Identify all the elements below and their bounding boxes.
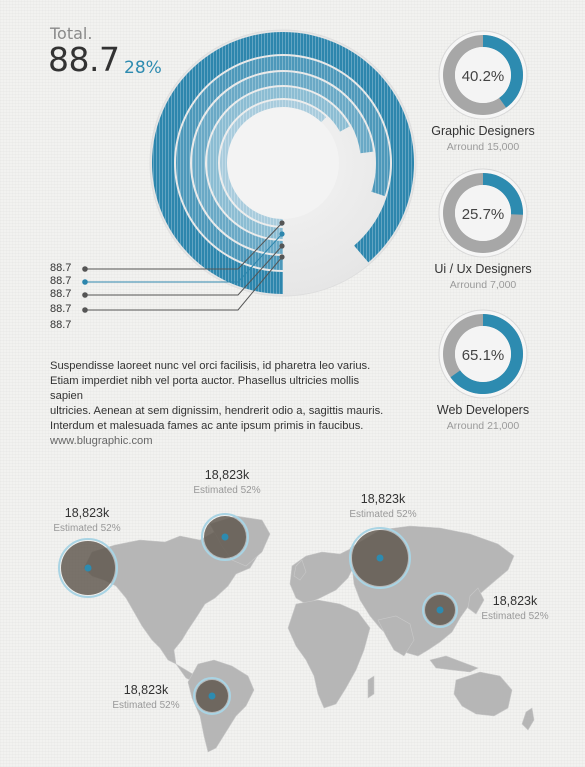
- ring-anchor-dot: [279, 220, 285, 226]
- ring-anchor-dot: [279, 243, 285, 249]
- radial-bar-label: 88.7: [50, 275, 72, 287]
- indonesia-shape: [429, 655, 479, 673]
- japan-shape: [467, 587, 485, 615]
- donut-center: [455, 47, 511, 103]
- ring-anchor-dot: [279, 231, 285, 237]
- map-marker-dot: [376, 554, 384, 562]
- radial-bar-label: 88.7: [50, 288, 72, 300]
- total-label: Total.: [50, 24, 93, 43]
- australia-shape: [453, 671, 513, 717]
- total-value: 88.7: [48, 40, 120, 79]
- map-marker-value: 18,823k: [64, 506, 110, 520]
- donut-title: Web Developers: [436, 403, 530, 417]
- leader-line: [84, 245, 283, 296]
- new-zealand-shape: [521, 707, 535, 731]
- donut-subtitle: Arround 15,000: [446, 141, 520, 153]
- uk-shape: [293, 559, 307, 581]
- north-america-shape: [83, 527, 259, 665]
- donut-subtitle: Arround 21,000: [446, 420, 520, 432]
- donut-percent-label: 40.2%: [462, 68, 505, 85]
- map-marker-subtitle: Estimated 52%: [53, 523, 121, 534]
- map-marker-subtitle: Estimated 52%: [193, 485, 261, 496]
- description: Suspendisse laoreet nunc vel orci facili…: [50, 359, 395, 449]
- leader-line: [84, 233, 283, 283]
- description-line: Interdum et malesuada fames ac ante ipsu…: [50, 420, 364, 432]
- donut-value-arc: [483, 173, 523, 215]
- radial-bar-label: 88.7: [50, 319, 72, 331]
- india-shape: [377, 615, 415, 657]
- map-marker-dot: [208, 692, 216, 700]
- map-marker-dot: [221, 533, 229, 541]
- leader-dot: [82, 279, 88, 285]
- donut-value-arc: [483, 35, 523, 108]
- map-bubble-glow: [58, 538, 118, 598]
- map-marker-value: 18,823k: [360, 492, 406, 506]
- madagascar-shape: [367, 675, 375, 699]
- website-link[interactable]: www.blugraphic.com: [50, 435, 153, 447]
- africa-shape: [287, 599, 371, 709]
- donut-percent-label: 65.1%: [462, 347, 505, 364]
- donut-center: [455, 326, 511, 382]
- map-marker-value: 18,823k: [123, 683, 169, 697]
- leader-dot: [82, 292, 88, 298]
- donut-value-arc: [450, 314, 523, 394]
- leader-dot: [82, 307, 88, 313]
- leader-dot: [82, 266, 88, 272]
- total-percent: 28%: [124, 58, 162, 78]
- map-marker-subtitle: Estimated 52%: [481, 611, 549, 622]
- map-marker-value: 18,823k: [204, 468, 250, 482]
- description-line: ultricies. Aenean at sem dignissim, hend…: [50, 405, 384, 417]
- donut-title: Ui / Ux Designers: [434, 262, 532, 276]
- map-marker-subtitle: Estimated 52%: [112, 700, 180, 711]
- radial-center-hole: [227, 107, 339, 219]
- description-line: Suspendisse laoreet nunc vel orci facili…: [50, 360, 371, 372]
- description-line: Etiam imperdiet nibh vel porta auctor. P…: [50, 375, 360, 402]
- donut-center: [455, 185, 511, 241]
- ring-anchor-dot: [279, 254, 285, 260]
- leader-line: [84, 256, 283, 311]
- donut-subtitle: Arround 7,000: [449, 279, 517, 291]
- map-bubble-glow: [349, 527, 411, 589]
- map-marker-value: 18,823k: [492, 594, 538, 608]
- map-marker-dot: [84, 564, 92, 572]
- radial-bar-label: 88.7: [50, 303, 72, 315]
- radial-bar-label: 88.7: [50, 262, 72, 274]
- map-marker-subtitle: Estimated 52%: [349, 509, 417, 520]
- donut-percent-label: 25.7%: [462, 206, 505, 223]
- map-bubble-glow: [193, 677, 231, 715]
- radial-bar-texture: [220, 100, 327, 226]
- map-bubble-glow: [201, 513, 249, 561]
- europe-shape: [289, 547, 357, 605]
- map-bubble-glow: [422, 592, 458, 628]
- donut-title: Graphic Designers: [431, 124, 535, 138]
- map-marker-dot: [436, 606, 444, 614]
- leader-line: [84, 222, 283, 270]
